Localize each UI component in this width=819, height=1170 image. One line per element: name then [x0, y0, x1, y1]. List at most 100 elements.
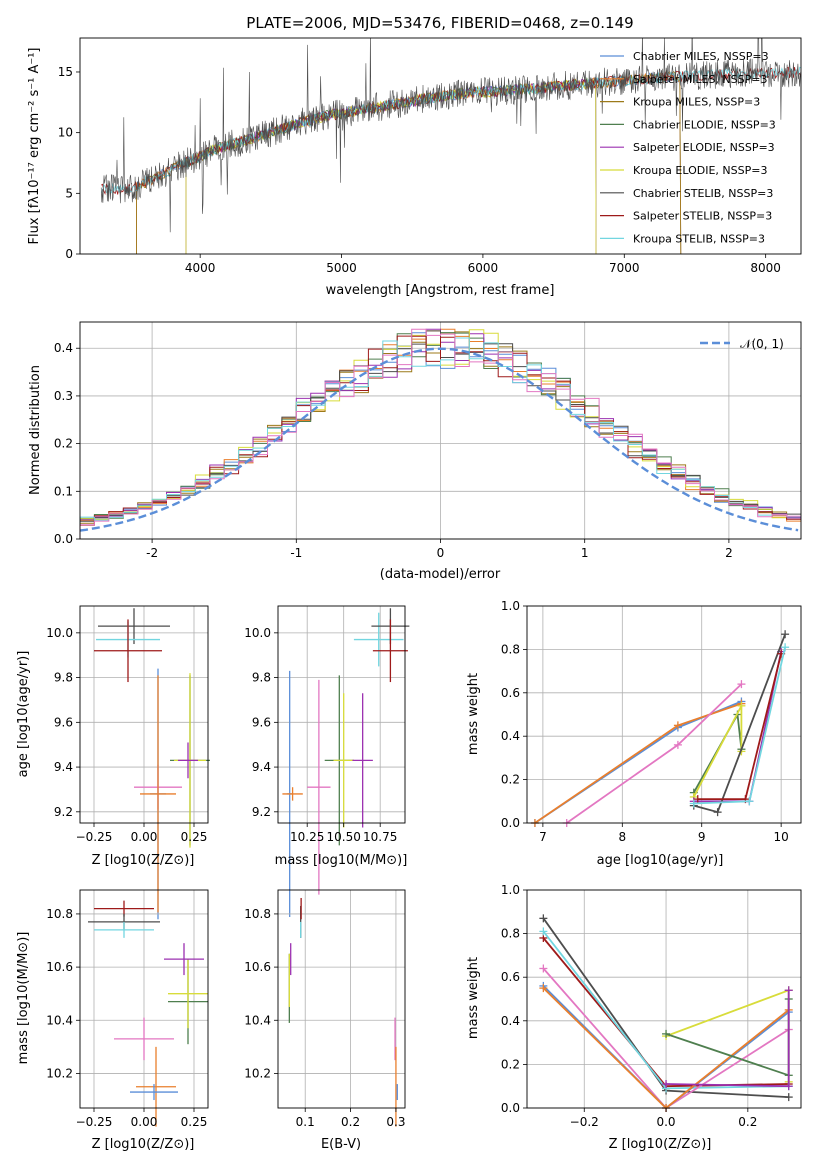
weight-marker [737, 701, 746, 710]
y-tick-label: 0.2 [501, 773, 520, 787]
axes-frame [526, 605, 802, 824]
y-tick-label: 0.0 [501, 1101, 520, 1115]
y-tick-label: 0.4 [54, 341, 73, 355]
histogram-y-label: Normed distribution [28, 365, 43, 495]
spectrum-panel: 4000 5000 6000 7000 8000 0 5 10 15 wavelength [A… [27, 37, 802, 298]
y-tick-label: 10.2 [46, 1066, 73, 1080]
x-tick-label: 0.25 [181, 830, 208, 844]
x-tick-label: 8 [618, 830, 626, 844]
z-age-plot-area [80, 606, 208, 823]
z-weight-x-label: Z [log10(Z/Z⊙)] [609, 1137, 712, 1152]
y-tick-label: 5 [65, 186, 73, 200]
x-tick-label: 7 [539, 830, 547, 844]
y-tick-label: 0 [65, 247, 73, 261]
y-tick-label: 0.4 [501, 1014, 520, 1028]
y-tick-label: 10.6 [244, 960, 271, 974]
axes-frame [277, 605, 406, 824]
weight-line-8 [665, 990, 790, 1088]
spectrum-x-label: wavelength [Angstrom, rest frame] [326, 283, 555, 298]
y-tick-label: 0.2 [54, 437, 73, 451]
y-tick-label: 10.8 [244, 907, 271, 921]
weight-marker [781, 630, 790, 639]
y-tick-label: 1.0 [501, 599, 520, 613]
age-weight-y-label: mass weight [466, 673, 481, 755]
weight-marker [781, 643, 790, 652]
legend-entry: Chabrier MILES, NSSP=3 [633, 50, 769, 63]
x-tick-label: 10.25 [290, 830, 324, 844]
histogram-ticks: -2 -1 0 1 2 0.0 0.1 0.2 0.3 0.4 [54, 321, 802, 560]
legend-entry: Chabrier STELIB, NSSP=3 [633, 187, 773, 200]
y-tick-label: 10.8 [46, 907, 73, 921]
y-tick-label: 0.8 [501, 642, 520, 656]
mass-age-plot-area [278, 606, 405, 823]
figure-title: PLATE=2006, MJD=53476, FIBERID=0468, z=0… [246, 14, 633, 32]
x-tick-label: 0.00 [131, 830, 158, 844]
x-tick-label: 0.2 [341, 1115, 360, 1129]
x-tick-label: 0.0 [656, 1115, 675, 1129]
x-tick-label: 9 [698, 830, 706, 844]
y-tick-label: 10 [58, 126, 73, 140]
y-tick-label: 10.0 [244, 626, 271, 640]
y-tick-label: 9.6 [252, 715, 271, 729]
y-tick-label: 9.6 [54, 715, 73, 729]
x-tick-label: 8000 [750, 261, 781, 275]
z-mass-panel: −0.25 0.00 0.25 10.2 10.4 10.6 10.8 Z [log10(Z… [16, 889, 209, 1152]
z-weight-series-group [539, 914, 793, 1112]
y-tick-label: 9.4 [54, 760, 73, 774]
weight-marker [745, 797, 754, 806]
y-tick-label: 10.0 [46, 626, 73, 640]
z-weight-ticks: −0.2 0.0 0.2 0.0 0.2 0.4 0.6 0.8 1.0 [501, 883, 802, 1129]
mass-age-errorbars [282, 608, 410, 917]
ebv-mass-plot-area [278, 890, 405, 1108]
y-tick-label: 9.4 [252, 760, 271, 774]
legend-entry: Salpeter STELIB, NSSP=3 [633, 210, 772, 223]
axes-frame [79, 321, 802, 540]
axes-frame [79, 37, 802, 255]
z-age-ticks: −0.25 0.00 0.25 9.2 9.4 9.6 9.8 10.0 [46, 605, 209, 844]
mass-age-x-label: mass [log10(M/M⊙)] [275, 853, 408, 868]
age-weight-ticks: 7 8 9 10 0.0 0.2 0.4 0.6 0.8 1.0 [501, 599, 802, 844]
y-tick-label: 0.4 [501, 729, 520, 743]
axes-frame [79, 889, 209, 1109]
weight-marker [539, 927, 548, 936]
y-tick-label: 0.2 [501, 1057, 520, 1071]
residual-histogram-panel: -2 -1 0 1 2 0.0 0.1 0.2 0.3 0.4 (data-model)/erro… [28, 321, 802, 582]
weight-line-5 [693, 651, 782, 803]
x-tick-label: 0 [437, 546, 445, 560]
z-weight-plot-area [527, 889, 801, 1109]
z-age-errorbars [94, 608, 210, 920]
x-tick-label: 4000 [185, 261, 216, 275]
weight-marker [784, 1093, 793, 1102]
y-tick-label: 10.4 [244, 1013, 271, 1027]
weight-marker [784, 986, 793, 995]
y-tick-label: 0.0 [501, 816, 520, 830]
axes-frame [277, 889, 406, 1109]
x-tick-label: 2 [725, 546, 733, 560]
weight-marker [689, 799, 698, 808]
weight-line-3 [693, 711, 743, 794]
y-tick-label: 10.4 [46, 1013, 73, 1027]
x-tick-label: 0.2 [738, 1115, 757, 1129]
legend-entry: Kroupa STELIB, NSSP=3 [633, 232, 765, 245]
z-age-x-label: Z [log10(Z/Z⊙)] [92, 853, 195, 868]
x-tick-label: 0.00 [131, 1115, 158, 1129]
x-tick-label: -1 [290, 546, 302, 560]
legend-entry: Kroupa ELODIE, NSSP=3 [633, 164, 767, 177]
age-weight-series-group [530, 630, 790, 827]
y-tick-label: 10.2 [244, 1066, 271, 1080]
weight-line-6 [693, 633, 786, 814]
weight-line-4 [693, 705, 743, 798]
weight-marker [713, 808, 722, 817]
axes-frame [79, 605, 209, 824]
mass-age-panel: 10.25 10.50 10.75 9.2 9.4 9.6 9.8 10.0 mass [lo… [244, 605, 410, 917]
z-age-y-label: age [log10(age/yr)] [16, 651, 31, 778]
spectrum-line-6 [100, 38, 801, 233]
histogram-x-label: (data-model)/error [380, 567, 501, 582]
ebv-mass-panel: 0.1 0.2 0.3 10.2 10.4 10.6 10.8 E(B-V) [244, 889, 406, 1152]
legend-entry: Chabrier ELODIE, NSSP=3 [633, 118, 776, 131]
histogram-legend: 𝒩(0, 1) [700, 337, 784, 351]
weight-marker [737, 680, 746, 689]
z-mass-plot-area [80, 890, 208, 1108]
axes-frame [526, 889, 802, 1109]
y-tick-label: 9.8 [54, 671, 73, 685]
